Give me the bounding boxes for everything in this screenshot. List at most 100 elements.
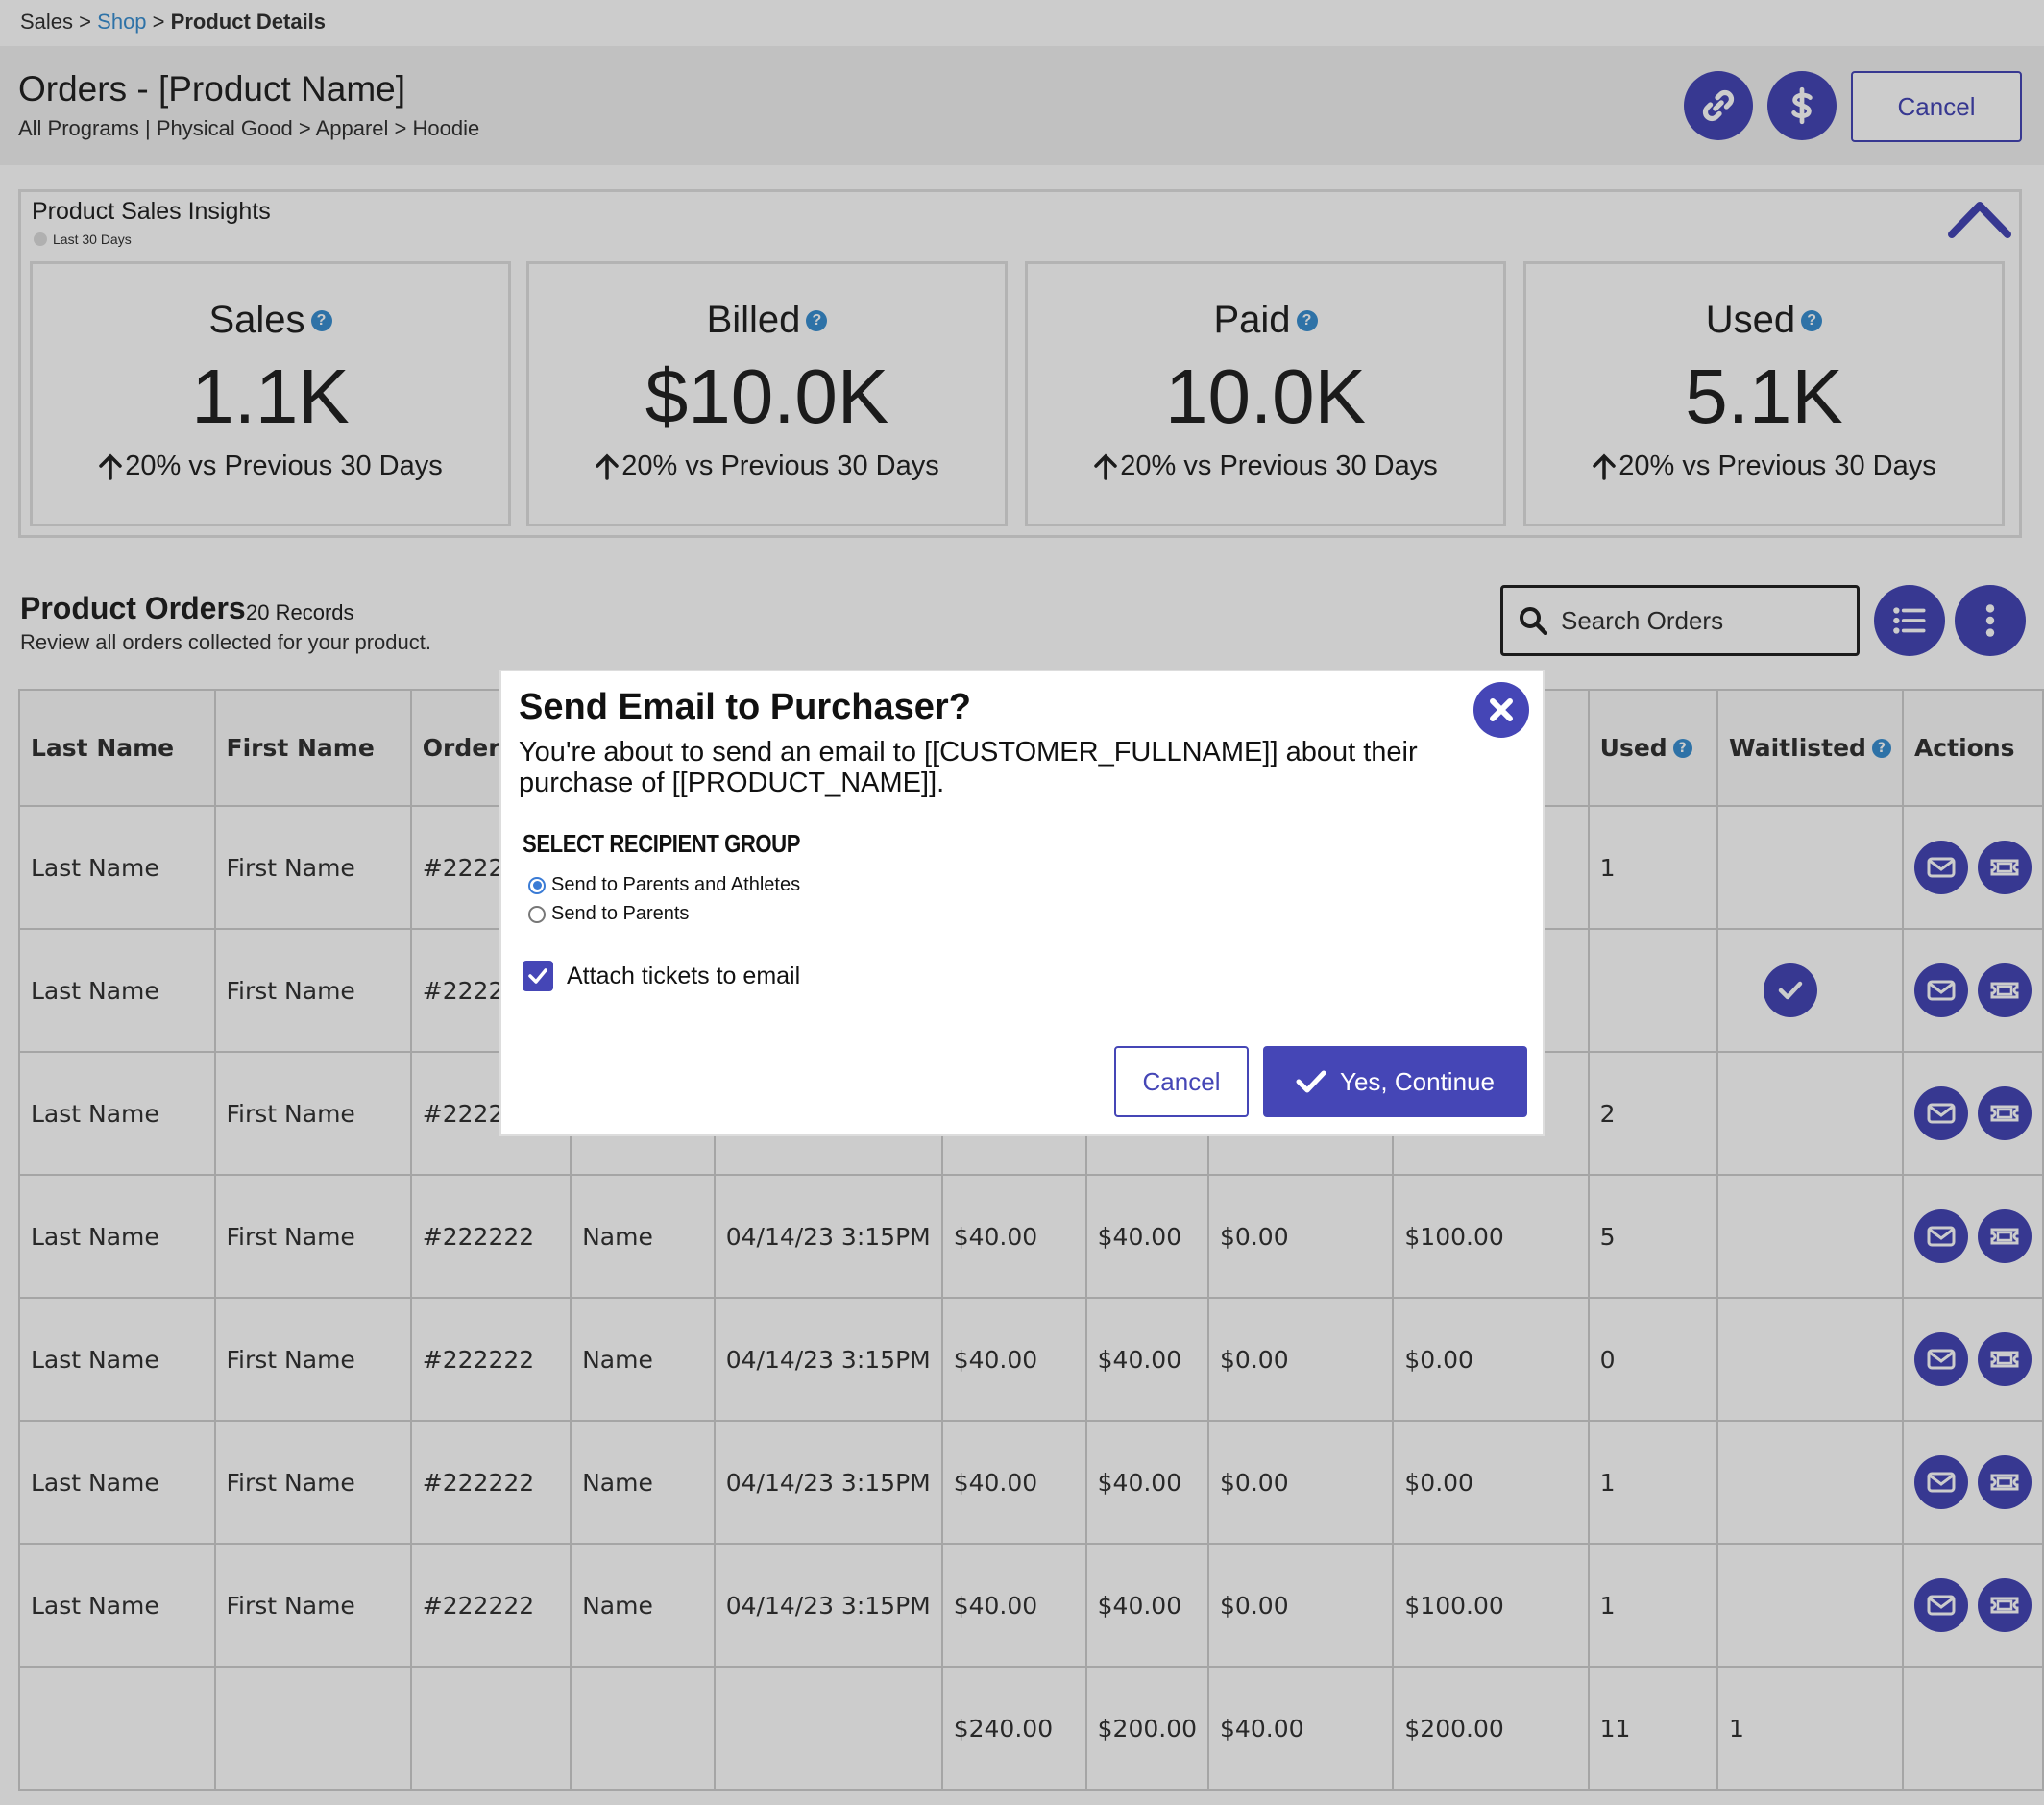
column-header-first-name[interactable]: First Name <box>213 689 412 807</box>
radio-label: Send to Parents and Athletes <box>551 874 801 895</box>
cell-waitlisted <box>1716 1543 1904 1668</box>
envelope-icon <box>1927 1595 1956 1616</box>
stat-value: 5.1K <box>1685 354 1843 439</box>
stat-label-text: Used <box>1705 299 1796 341</box>
help-icon[interactable]: ? <box>310 309 332 331</box>
radio-button-selected[interactable] <box>528 876 546 894</box>
cell-actions <box>1901 1420 2044 1545</box>
cell-first-name: First Name <box>213 1297 412 1422</box>
help-icon[interactable]: ? <box>806 309 828 331</box>
cell-waitlisted <box>1716 1174 1904 1299</box>
cell-first-name: First Name <box>213 1420 412 1545</box>
send-email-button[interactable] <box>1913 1209 1968 1263</box>
cell-used: 1 <box>1587 805 1719 930</box>
cell-order: #222222 <box>409 1174 572 1299</box>
column-header-last-name[interactable]: Last Name <box>18 689 216 807</box>
stat-change-text: 20% vs Previous 30 Days <box>1120 451 1438 481</box>
dollar-icon <box>1791 86 1813 125</box>
breadcrumb-current: Product Details <box>170 10 327 34</box>
payment-button[interactable] <box>1767 71 1837 140</box>
radio-parents-and-athletes[interactable]: Send to Parents and Athletes <box>528 874 800 896</box>
stat-label: Used? <box>1526 299 2002 342</box>
cell-amount: $0.00 <box>1207 1297 1395 1422</box>
tickets-button[interactable] <box>1977 1209 2032 1263</box>
tickets-button[interactable] <box>1977 841 2032 894</box>
cell-first-name: First Name <box>213 928 412 1053</box>
orders-record-count: 20 Records <box>246 600 354 624</box>
more-options-button[interactable] <box>1955 585 2026 656</box>
attach-tickets-checkbox[interactable] <box>523 961 553 991</box>
cell-actions <box>1901 928 2044 1053</box>
cell-actions <box>1901 1543 2044 1668</box>
send-email-button[interactable] <box>1913 841 1968 894</box>
send-email-button[interactable] <box>1913 1578 1968 1632</box>
column-header-actions: Actions <box>1901 689 2044 807</box>
insights-range-label: Last 30 Days <box>53 232 132 247</box>
cell-name: Name <box>570 1174 716 1299</box>
checkmark-icon <box>528 968 548 984</box>
stat-label: Billed? <box>529 299 1005 342</box>
total-cell <box>570 1666 716 1791</box>
chevron-up-icon[interactable] <box>1946 196 2013 240</box>
cell-actions <box>1901 805 2044 930</box>
envelope-icon <box>1927 1226 1956 1247</box>
search-input[interactable] <box>1561 605 1839 636</box>
envelope-icon <box>1927 1349 1956 1370</box>
help-icon[interactable]: ? <box>1672 738 1692 758</box>
list-view-button[interactable] <box>1874 585 1945 656</box>
cell-date: 04/14/23 3:15PM <box>713 1543 943 1668</box>
cell-used: 5 <box>1587 1174 1719 1299</box>
breadcrumb: Sales > Shop > Product Details <box>20 10 326 35</box>
stat-change: 20% vs Previous 30 Days <box>1526 451 2002 482</box>
help-icon[interactable]: ? <box>1296 309 1318 331</box>
tickets-button[interactable] <box>1977 963 2032 1017</box>
column-header-used[interactable]: Used? <box>1587 689 1719 807</box>
radio-parents[interactable]: Send to Parents <box>528 903 689 925</box>
tickets-button[interactable] <box>1977 1455 2032 1509</box>
column-header-label: Used <box>1599 734 1667 762</box>
tickets-button[interactable] <box>1977 1086 2032 1140</box>
help-icon[interactable]: ? <box>1801 309 1823 331</box>
cell-date: 04/14/23 3:15PM <box>713 1297 943 1422</box>
stat-change-text: 20% vs Previous 30 Days <box>621 451 939 481</box>
stat-label: Sales? <box>33 299 508 342</box>
stat-change: 20% vs Previous 30 Days <box>1028 451 1503 482</box>
cell-last-name: Last Name <box>18 928 216 1053</box>
tickets-button[interactable] <box>1977 1332 2032 1386</box>
help-icon[interactable]: ? <box>1871 738 1891 758</box>
send-email-button[interactable] <box>1913 1455 1968 1509</box>
send-email-button[interactable] <box>1913 963 1968 1017</box>
table-row[interactable]: Last Name First Name #222222 Name 04/14/23 3… <box>18 1174 2044 1299</box>
tickets-button[interactable] <box>1977 1578 2032 1632</box>
cell-amount: $0.00 <box>1207 1174 1395 1299</box>
stat-value: $10.0K <box>645 354 889 439</box>
radio-button[interactable] <box>528 905 546 923</box>
confirm-button[interactable]: Yes, Continue <box>1263 1046 1527 1117</box>
search-icon <box>1520 607 1547 635</box>
modal-cancel-button[interactable]: Cancel <box>1114 1046 1249 1117</box>
send-email-button[interactable] <box>1913 1332 1968 1386</box>
stat-card-paid: Paid? 10.0K 20% vs Previous 30 Days <box>1025 261 1506 526</box>
send-email-modal: Send Email to Purchaser? You're about to… <box>499 670 1545 1136</box>
table-row[interactable]: Last Name First Name #222222 Name 04/14/23 3… <box>18 1420 2044 1545</box>
column-header-waitlisted[interactable]: Waitlisted? <box>1716 689 1904 807</box>
cell-amount: $40.00 <box>940 1174 1087 1299</box>
cell-order: #222222 <box>409 1543 572 1668</box>
table-row[interactable]: Last Name First Name #222222 Name 04/14/23 3… <box>18 1543 2044 1668</box>
row-actions <box>1913 1578 2032 1632</box>
breadcrumb-sales[interactable]: Sales <box>20 10 74 34</box>
cell-amount: $40.00 <box>940 1297 1087 1422</box>
copy-link-button[interactable] <box>1684 71 1753 140</box>
envelope-icon <box>1927 980 1956 1001</box>
cell-last-name: Last Name <box>18 1174 216 1299</box>
header-cancel-button[interactable]: Cancel <box>1851 71 2022 142</box>
search-box[interactable] <box>1500 585 1860 656</box>
modal-close-button[interactable] <box>1473 682 1529 738</box>
table-row[interactable]: Last Name First Name #222222 Name 04/14/23 3… <box>18 1297 2044 1422</box>
breadcrumb-shop[interactable]: Shop <box>97 10 147 34</box>
send-email-button[interactable] <box>1913 1086 1968 1140</box>
close-icon <box>1490 698 1513 721</box>
arrow-up-icon <box>99 453 123 480</box>
cell-order: #222222 <box>409 1420 572 1545</box>
attach-tickets-option[interactable]: Attach tickets to email <box>523 961 800 991</box>
